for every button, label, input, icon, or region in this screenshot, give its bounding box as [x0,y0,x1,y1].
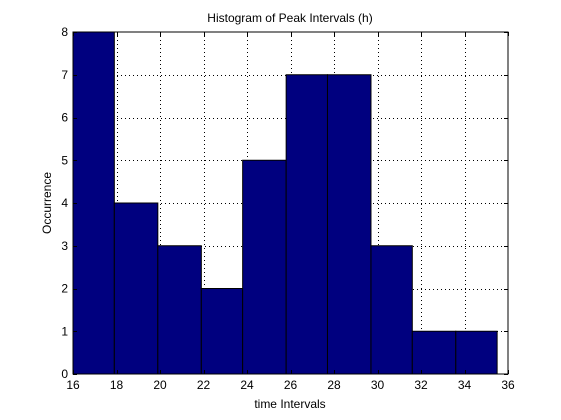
x-tick-label: 20 [153,378,167,392]
x-tick-label: 36 [501,378,515,392]
histogram-bar-4 [200,288,244,375]
histogram-bar-5 [242,159,287,375]
x-tick-label: 16 [66,378,80,392]
x-tick-label: 32 [414,378,428,392]
histogram-bar-1 [72,31,115,375]
histogram-bars [72,31,498,375]
histogram-bar-8 [370,245,413,375]
x-tick-label: 30 [371,378,385,392]
axis-ticks [73,32,509,375]
x-tick-label: 26 [284,378,298,392]
x-axis-label: time Intervals [254,397,325,411]
y-tick-label: 8 [61,25,68,39]
y-tick-label: 2 [61,282,68,296]
y-tick-label: 0 [61,367,68,381]
y-tick-label: 3 [61,239,68,253]
x-tick-label: 18 [110,378,124,392]
y-tick-label: 7 [61,68,68,82]
y-tick-label: 6 [61,111,68,125]
histogram-bar-3 [157,245,202,375]
x-tick-label: 28 [327,378,341,392]
histogram-bar-10 [455,330,498,375]
y-tick-label: 5 [61,153,68,167]
x-tick-label: 24 [240,378,254,392]
chart-title: Histogram of Peak Intervals (h) [207,11,372,25]
histogram-bar-2 [113,202,159,375]
y-tick-label: 4 [61,196,68,210]
y-tick-labels: 0 1 2 3 4 5 6 7 8 [61,25,68,381]
x-tick-labels: 16 18 20 22 24 26 28 30 32 34 36 [66,378,515,392]
histogram-bar-6 [285,74,328,375]
y-axis-label: Occurrence [40,172,54,234]
x-tick-label: 34 [458,378,472,392]
histogram-bar-7 [326,74,372,375]
x-tick-label: 22 [197,378,211,392]
histogram-bar-9 [411,330,457,375]
y-tick-label: 1 [61,324,68,338]
